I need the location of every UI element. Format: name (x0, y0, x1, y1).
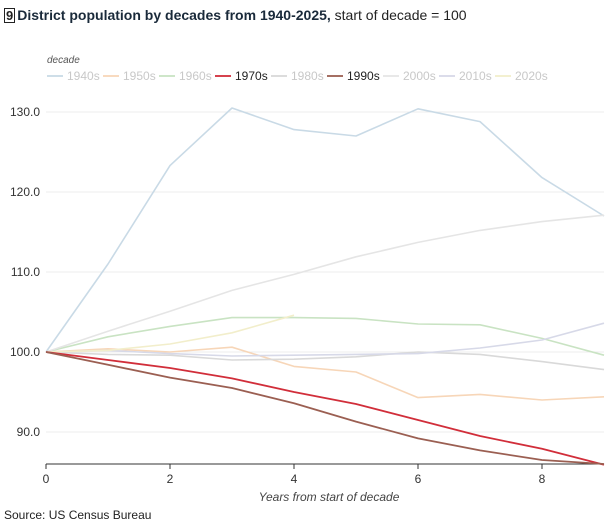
y-tick-label: 90.0 (17, 425, 41, 439)
x-tick-label: 6 (415, 472, 422, 486)
series-line-2010s (45, 322, 605, 357)
x-tick-label: 0 (43, 472, 50, 486)
x-axis-title: Years from start of decade (259, 490, 400, 504)
chart-title-bold: District population by decades from 1940… (17, 7, 331, 23)
y-tick-label: 120.0 (10, 185, 40, 199)
x-tick-label: 2 (167, 472, 174, 486)
x-tick-label: 4 (291, 472, 298, 486)
series-line-2000s (45, 214, 605, 353)
y-tick-label: 110.0 (11, 265, 40, 279)
legend-label-1970s: 1970s (235, 69, 268, 83)
chart-number-badge: 9 (4, 8, 16, 23)
series-line-1960s (45, 316, 605, 356)
legend-label-2000s: 2000s (403, 69, 436, 83)
series-line-1980s (45, 351, 605, 371)
series-line-1940s (45, 107, 605, 353)
legend-label-2020s: 2020s (515, 69, 548, 83)
legend-label-1980s: 1980s (291, 69, 324, 83)
x-tick-label: 8 (539, 472, 546, 486)
legend-label-2010s: 2010s (459, 69, 492, 83)
y-tick-label: 100.0 (10, 345, 40, 359)
series-line-1990s (45, 351, 605, 465)
chart-title-rest: start of decade = 100 (330, 7, 467, 23)
legend-label-1990s: 1990s (347, 69, 380, 83)
series-line-1970s (45, 351, 605, 466)
legend-label-1960s: 1960s (179, 69, 212, 83)
source-note: Source: US Census Bureau (4, 508, 152, 522)
series-line-1950s (45, 346, 605, 401)
legend-label-1950s: 1950s (123, 69, 156, 83)
legend-label-1940s: 1940s (67, 69, 100, 83)
chart-title: 9 District population by decades from 194… (4, 6, 467, 24)
legend-title: decade (47, 55, 80, 66)
series-line-2020s (45, 314, 295, 353)
y-tick-label: 130.0 (10, 105, 40, 119)
